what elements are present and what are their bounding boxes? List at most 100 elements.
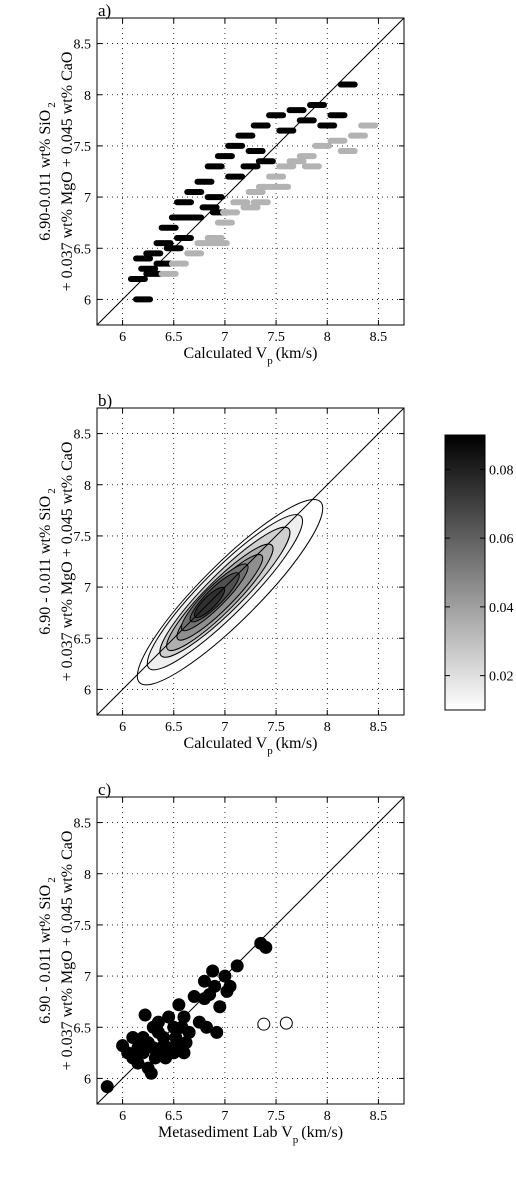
series-0-point-7 xyxy=(173,199,194,206)
series-1-point-10 xyxy=(266,173,287,180)
x-tick-label-3: 7.5 xyxy=(267,330,285,345)
series-0-point-22 xyxy=(204,194,225,201)
series-1-point-4 xyxy=(204,235,225,242)
y-tick-label-4: 8 xyxy=(84,479,91,494)
x-tick-label-5: 8.5 xyxy=(370,720,388,735)
y-tick-label-2: 7 xyxy=(84,581,91,596)
series-1-point-9 xyxy=(255,183,276,190)
y-tick-label-3: 7.5 xyxy=(74,140,92,155)
filled-point-43 xyxy=(223,979,237,993)
y-tick-label-0: 6 xyxy=(84,683,91,698)
open-point-1 xyxy=(279,1016,293,1030)
x-tick-label-3: 7.5 xyxy=(267,1109,285,1124)
plot-marks xyxy=(136,499,324,686)
y-axis-label-line1: 6.90 - 0.011 wt% SiO2 xyxy=(37,488,58,634)
x-tick-label-1: 6.5 xyxy=(165,330,183,345)
series-0-point-18 xyxy=(337,81,358,88)
x-axis-label: Metasediment Lab Vp (km/s) xyxy=(158,1124,343,1146)
x-tick-label-4: 8 xyxy=(324,330,331,345)
y-tick-label-1: 6.5 xyxy=(74,632,92,647)
series-0-point-5 xyxy=(158,224,179,231)
y-tick-label-4: 8 xyxy=(84,868,91,883)
filled-point-48 xyxy=(177,1046,191,1060)
series-0-point-21 xyxy=(184,214,205,221)
series-1-point-13 xyxy=(296,153,317,160)
filled-point-40 xyxy=(213,1000,227,1014)
one-to-one-line xyxy=(96,407,405,716)
x-tick-label-2: 7 xyxy=(221,720,228,735)
y-tick-label-4: 8 xyxy=(84,89,91,104)
series-1-point-18 xyxy=(240,204,261,211)
series-0-point-10 xyxy=(204,163,225,170)
series-1-point-3 xyxy=(194,240,215,247)
plot-marks xyxy=(100,936,293,1094)
filled-point-31 xyxy=(182,1025,196,1039)
series-0-point-6 xyxy=(168,214,189,221)
one-to-one-line xyxy=(96,17,405,326)
x-tick-label-2: 7 xyxy=(221,330,228,345)
series-0-point-35 xyxy=(240,163,261,170)
filled-point-44 xyxy=(230,959,244,973)
series-0-point-13 xyxy=(235,132,256,139)
filled-point-35 xyxy=(199,1020,213,1034)
x-axis-label: Calculated Vp (km/s) xyxy=(184,345,318,367)
filled-point-21 xyxy=(162,1010,176,1024)
filled-point-0 xyxy=(100,1080,114,1094)
series-0-point-1 xyxy=(127,275,148,282)
series-0-point-14 xyxy=(250,122,271,129)
series-0-point-19 xyxy=(143,270,164,277)
colorbar-tick-label-0: 0.02 xyxy=(489,670,514,685)
axes-frame xyxy=(96,407,405,716)
y-axis-label-line1: 6.90-0.011 wt% SiO2 xyxy=(37,102,58,240)
series-1-point-8 xyxy=(245,188,266,195)
series-0-point-0 xyxy=(133,296,154,303)
colorbar: 0.02 0.04 0.06 0.08 xyxy=(444,434,514,711)
colorbar-gradient xyxy=(444,434,486,711)
filled-point-49 xyxy=(197,992,211,1006)
series-0-point-9 xyxy=(194,178,215,185)
series-0-point-11 xyxy=(214,153,235,160)
series-0-point-4 xyxy=(153,240,174,247)
y-axis-label-line1: 6.90 - 0.011 wt% SiO2 xyxy=(37,877,58,1023)
panel-label: b) xyxy=(98,391,112,410)
series-1-point-16 xyxy=(347,132,368,139)
series-1-point-6 xyxy=(220,209,241,216)
x-tick-label-2: 7 xyxy=(221,1109,228,1124)
series-0-point-29 xyxy=(133,255,154,262)
x-tick-label-0: 6 xyxy=(119,1109,126,1124)
y-axis-label-line2: + 0.037 wt% MgO + 0.045 wt% CaO xyxy=(59,831,76,1071)
panel-c-scatter-chart: 6 6.5 7 7.5 8 8.5 6 6.5 7 7.5 8 8.5 c) Metasediment L… xyxy=(37,780,405,1146)
y-tick-label-1: 6.5 xyxy=(74,1021,92,1036)
filled-point-37 xyxy=(206,964,220,978)
x-tick-label-1: 6.5 xyxy=(165,1109,183,1124)
series-0-point-24 xyxy=(245,148,266,155)
series-1-point-7 xyxy=(230,199,251,206)
series-0-point-28 xyxy=(327,112,348,119)
filled-point-8 xyxy=(136,1046,150,1060)
series-0-point-8 xyxy=(184,188,205,195)
panel-label: a) xyxy=(98,1,111,20)
series-0-point-2 xyxy=(138,265,159,272)
x-axis-label: Calculated Vp (km/s) xyxy=(184,735,318,757)
y-tick-label-1: 6.5 xyxy=(74,242,92,257)
one-to-one-line xyxy=(96,796,405,1105)
panel-b-density-contour-chart: 6 6.5 7 7.5 8 8.5 6 6.5 7 7.5 8 8.5 b) Calculated Vp(… xyxy=(37,391,405,757)
y-tick-label-3: 7.5 xyxy=(74,530,92,545)
axes-frame xyxy=(96,17,405,326)
series-1-point-22 xyxy=(209,240,230,247)
series-0-point-3 xyxy=(143,250,164,257)
plot-marks xyxy=(127,81,379,303)
panel-a-scatter-chart: 6 6.5 7 7.5 8 8.5 6 6.5 7 7.5 8 8.5 a) Calculated Vp(… xyxy=(37,1,405,367)
open-point-0 xyxy=(257,1017,271,1031)
colorbar-tick-label-3: 0.08 xyxy=(489,463,514,478)
y-tick-label-2: 7 xyxy=(84,970,91,985)
series-1-point-17 xyxy=(358,122,379,129)
series-1-point-2 xyxy=(184,250,205,257)
series-1-point-0 xyxy=(158,270,179,277)
filled-point-34 xyxy=(197,974,211,988)
series-0-point-15 xyxy=(266,112,287,119)
y-tick-label-2: 7 xyxy=(84,191,91,206)
series-0-point-23 xyxy=(225,173,246,180)
y-tick-label-5: 8.5 xyxy=(74,817,92,832)
x-tick-label-4: 8 xyxy=(324,720,331,735)
